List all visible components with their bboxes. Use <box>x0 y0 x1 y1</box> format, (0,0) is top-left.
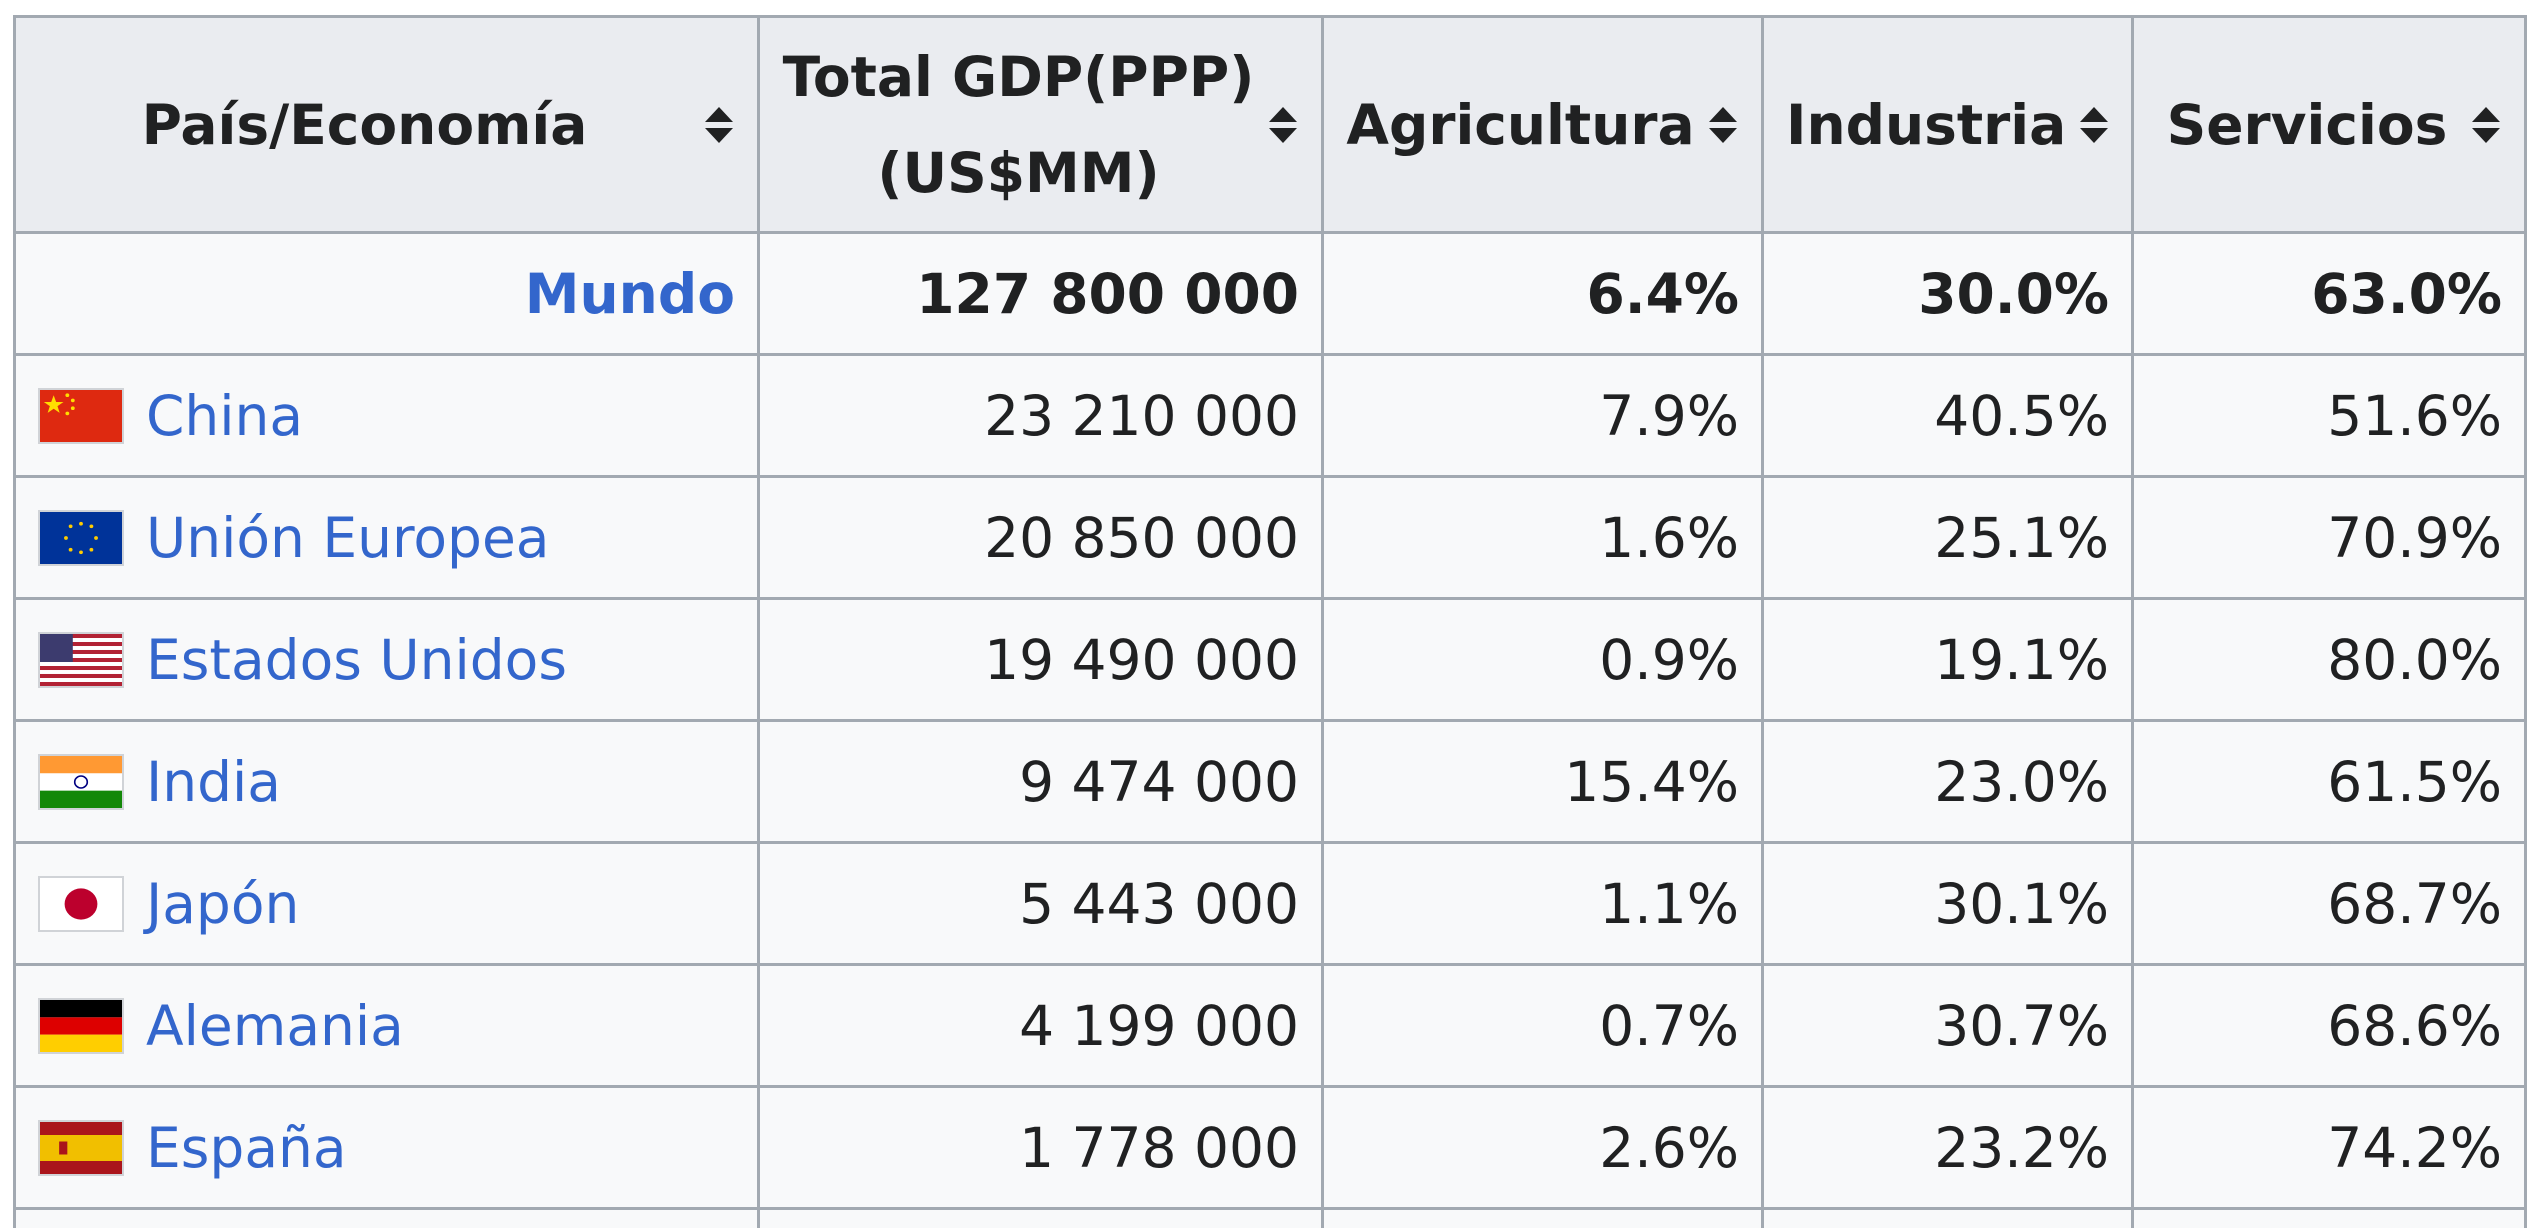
country-link[interactable]: Alemania <box>146 993 404 1058</box>
partial-cell <box>757 1207 1324 1228</box>
gdp-cell: 19 490 000 <box>757 597 1324 722</box>
country-link[interactable]: China <box>146 383 304 448</box>
serv-cell: 74.2% <box>2131 1085 2527 1210</box>
country-link-world[interactable]: Mundo <box>524 261 735 326</box>
spain-flag-icon <box>38 1119 124 1176</box>
agri-cell: 15.4% <box>1321 719 1764 844</box>
serv-cell: 68.6% <box>2131 963 2527 1088</box>
agri-cell: 6.4% <box>1321 231 1764 356</box>
ind-cell: 23.2% <box>1761 1085 2134 1210</box>
eu-flag-icon <box>38 509 124 566</box>
gdp-cell: 23 210 000 <box>757 353 1324 478</box>
table-row: Estados Unidos 19 490 000 0.9% 19.1% 80.… <box>13 597 2527 722</box>
ind-cell: 19.1% <box>1761 597 2134 722</box>
country-cell: Unión Europea <box>13 475 760 600</box>
country-cell: India <box>13 719 760 844</box>
country-cell: China <box>13 353 760 478</box>
country-cell: España <box>13 1085 760 1210</box>
germany-flag-icon <box>38 997 124 1054</box>
ind-cell: 30.7% <box>1761 963 2134 1088</box>
china-flag-icon <box>38 387 124 444</box>
serv-cell: 80.0% <box>2131 597 2527 722</box>
table-row: Japón 5 443 000 1.1% 30.1% 68.7% <box>13 841 2527 966</box>
header-country[interactable]: País/Economía <box>13 15 760 234</box>
gdp-sector-table: País/Economía Total GDP(PPP) (US$MM) Agr… <box>13 15 2527 1228</box>
sort-updown-icon[interactable] <box>2470 105 2502 145</box>
header-gdp-label: Total GDP(PPP) (US$MM) <box>782 44 1255 205</box>
table-row: India 9 474 000 15.4% 23.0% 61.5% <box>13 719 2527 844</box>
header-ind[interactable]: Industria <box>1761 15 2134 234</box>
gdp-cell: 127 800 000 <box>757 231 1324 356</box>
header-serv[interactable]: Servicios <box>2131 15 2527 234</box>
india-flag-icon <box>38 753 124 810</box>
sort-updown-icon[interactable] <box>1267 105 1299 145</box>
gdp-cell: 4 199 000 <box>757 963 1324 1088</box>
ind-cell: 23.0% <box>1761 719 2134 844</box>
gdp-cell: 20 850 000 <box>757 475 1324 600</box>
ind-cell: 25.1% <box>1761 475 2134 600</box>
country-cell: Alemania <box>13 963 760 1088</box>
country-cell: Estados Unidos <box>13 597 760 722</box>
partial-cell <box>1321 1207 1764 1228</box>
serv-cell: 61.5% <box>2131 719 2527 844</box>
header-agri[interactable]: Agricultura <box>1321 15 1764 234</box>
country-cell: Japón <box>13 841 760 966</box>
table-row-partial <box>13 1207 2527 1228</box>
header-country-label: País/Economía <box>141 92 588 157</box>
country-link[interactable]: Estados Unidos <box>146 627 567 692</box>
partial-cell <box>1761 1207 2134 1228</box>
country-link[interactable]: Unión Europea <box>146 505 550 570</box>
ind-cell: 30.1% <box>1761 841 2134 966</box>
serv-cell: 51.6% <box>2131 353 2527 478</box>
country-cell: Mundo <box>13 231 760 356</box>
country-link[interactable]: India <box>146 749 281 814</box>
header-agri-label: Agricultura <box>1346 92 1695 157</box>
header-ind-label: Industria <box>1786 92 2067 157</box>
country-link[interactable]: España <box>146 1115 347 1180</box>
table-row: España 1 778 000 2.6% 23.2% 74.2% <box>13 1085 2527 1210</box>
table-row: Unión Europea 20 850 000 1.6% 25.1% 70.9… <box>13 475 2527 600</box>
agri-cell: 2.6% <box>1321 1085 1764 1210</box>
japan-flag-icon <box>38 875 124 932</box>
gdp-cell: 1 778 000 <box>757 1085 1324 1210</box>
serv-cell: 63.0% <box>2131 231 2527 356</box>
partial-cell <box>2131 1207 2527 1228</box>
sort-updown-icon[interactable] <box>2078 105 2110 145</box>
table-row-world: Mundo 127 800 000 6.4% 30.0% 63.0% <box>13 231 2527 356</box>
partial-cell <box>13 1207 760 1228</box>
header-row: País/Economía Total GDP(PPP) (US$MM) Agr… <box>13 15 2527 234</box>
sort-updown-icon[interactable] <box>703 105 735 145</box>
agri-cell: 1.1% <box>1321 841 1764 966</box>
sort-updown-icon[interactable] <box>1707 105 1739 145</box>
agri-cell: 0.9% <box>1321 597 1764 722</box>
table-row: Alemania 4 199 000 0.7% 30.7% 68.6% <box>13 963 2527 1088</box>
gdp-cell: 5 443 000 <box>757 841 1324 966</box>
ind-cell: 30.0% <box>1761 231 2134 356</box>
ind-cell: 40.5% <box>1761 353 2134 478</box>
country-link[interactable]: Japón <box>146 871 300 936</box>
agri-cell: 0.7% <box>1321 963 1764 1088</box>
header-gdp[interactable]: Total GDP(PPP) (US$MM) <box>757 15 1324 234</box>
table-row: China 23 210 000 7.9% 40.5% 51.6% <box>13 353 2527 478</box>
gdp-cell: 9 474 000 <box>757 719 1324 844</box>
serv-cell: 68.7% <box>2131 841 2527 966</box>
agri-cell: 7.9% <box>1321 353 1764 478</box>
usa-flag-icon <box>38 631 124 688</box>
serv-cell: 70.9% <box>2131 475 2527 600</box>
agri-cell: 1.6% <box>1321 475 1764 600</box>
header-serv-label: Servicios <box>2166 92 2448 157</box>
